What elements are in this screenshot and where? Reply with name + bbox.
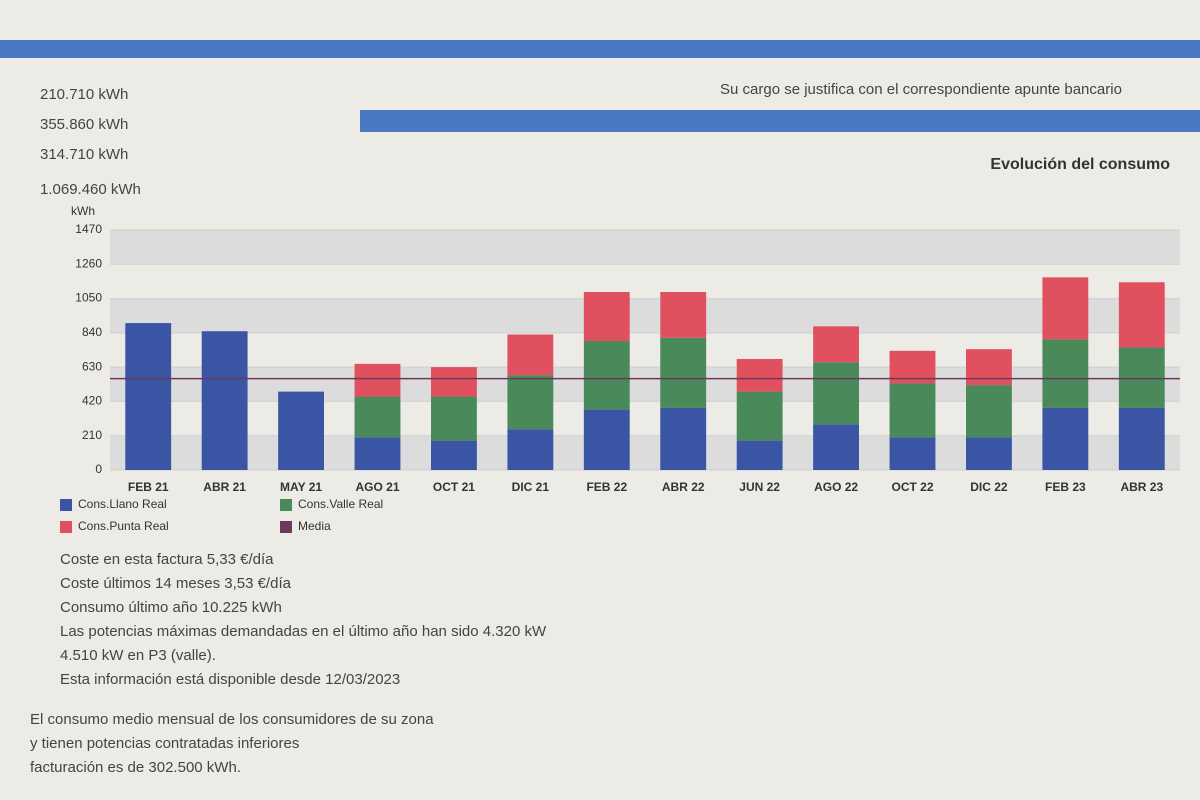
x-tick-label: ABR 21 (203, 480, 246, 494)
bar-segment (889, 437, 936, 470)
bar-segment (736, 391, 783, 441)
x-tick-label: ABR 22 (662, 480, 705, 494)
grid-band (110, 435, 1180, 470)
footnote: y tienen potencias contratadas inferiore… (30, 735, 299, 752)
bar-segment (1118, 407, 1165, 470)
footnote: facturación es de 302.500 kWh. (30, 759, 241, 776)
x-tick-label: ABR 23 (1120, 480, 1163, 494)
y-tick-label: 1470 (75, 222, 102, 236)
x-tick-label: AGO 21 (355, 480, 399, 494)
bar-segment (125, 323, 172, 470)
y-tick-label: 1260 (75, 256, 102, 270)
bar-segment (813, 362, 859, 425)
bar-segment (736, 440, 783, 470)
bar-segment (431, 367, 477, 397)
legend-swatch (60, 499, 72, 511)
bar-segment (507, 429, 554, 470)
header-band (0, 40, 1200, 58)
grid-band (110, 298, 1180, 333)
note: Esta información está disponible desde 1… (60, 671, 400, 688)
bar-segment (507, 375, 554, 430)
bar-segment (1042, 339, 1089, 408)
bank-note: Su cargo se justifica con el correspondi… (720, 81, 1122, 98)
legend-swatch (280, 521, 292, 533)
bar-segment (1118, 282, 1165, 348)
bar-segment (966, 385, 1012, 438)
legend-label: Cons.Valle Real (298, 497, 383, 511)
bar-segment (813, 326, 859, 363)
footnote: El consumo medio mensual de los consumid… (30, 711, 434, 728)
section-band (360, 110, 1200, 132)
bar-segment (354, 363, 401, 397)
x-tick-label: JUN 22 (739, 480, 780, 494)
y-tick-label: 420 (82, 394, 102, 408)
legend-label: Cons.Llano Real (78, 497, 167, 511)
bar-segment (583, 341, 630, 410)
x-tick-label: OCT 22 (891, 480, 933, 494)
y-tick-label: 0 (95, 462, 102, 476)
note: Las potencias máximas demandadas en el ú… (60, 623, 547, 640)
bar-segment (1118, 347, 1165, 408)
summary-value: 314.710 kWh (40, 146, 128, 163)
legend-swatch (60, 521, 72, 533)
bar-segment (660, 337, 707, 408)
bar-segment (278, 391, 324, 470)
y-tick-label: 210 (82, 428, 102, 442)
chart-title: Evolución del consumo (990, 156, 1170, 173)
note: Coste últimos 14 meses 3,53 €/día (60, 575, 292, 592)
bar-segment (1042, 407, 1089, 470)
bar-segment (660, 407, 707, 470)
note: Coste en esta factura 5,33 €/día (60, 551, 274, 568)
bar-segment (736, 358, 783, 392)
grid-band (110, 230, 1180, 265)
y-tick-label: 630 (82, 359, 102, 373)
bar-segment (354, 437, 401, 470)
x-tick-label: FEB 23 (1045, 480, 1086, 494)
bar-segment (813, 424, 859, 470)
summary-value: 355.860 kWh (40, 116, 128, 133)
x-tick-label: MAY 21 (280, 480, 322, 494)
bar-segment (201, 331, 248, 470)
x-tick-label: DIC 22 (970, 480, 1008, 494)
bar-segment (507, 334, 554, 376)
legend-label: Media (298, 519, 331, 533)
summary-value: 210.710 kWh (40, 86, 128, 103)
note: Consumo último año 10.225 kWh (60, 599, 282, 616)
bar-segment (966, 349, 1012, 386)
x-tick-label: AGO 22 (814, 480, 858, 494)
bar-segment (966, 437, 1012, 470)
bar-segment (431, 440, 477, 470)
x-tick-label: OCT 21 (433, 480, 475, 494)
bar-segment (583, 292, 630, 342)
legend-swatch (280, 499, 292, 511)
y-tick-label: 840 (82, 325, 102, 339)
bar-segment (1042, 277, 1089, 340)
x-tick-label: FEB 21 (128, 480, 169, 494)
bar-segment (660, 292, 707, 338)
bar-segment (354, 396, 401, 438)
grid-band (110, 367, 1180, 402)
x-tick-label: FEB 22 (586, 480, 627, 494)
summary-value: 1.069.460 kWh (40, 181, 141, 198)
y-tick-label: 1050 (75, 291, 102, 305)
bar-segment (431, 396, 477, 441)
y-axis-label: kWh (71, 204, 95, 218)
x-tick-label: DIC 21 (512, 480, 550, 494)
note: 4.510 kW en P3 (valle). (60, 647, 216, 664)
bar-segment (583, 409, 630, 470)
bar-segment (889, 383, 936, 438)
legend-label: Cons.Punta Real (78, 519, 169, 533)
